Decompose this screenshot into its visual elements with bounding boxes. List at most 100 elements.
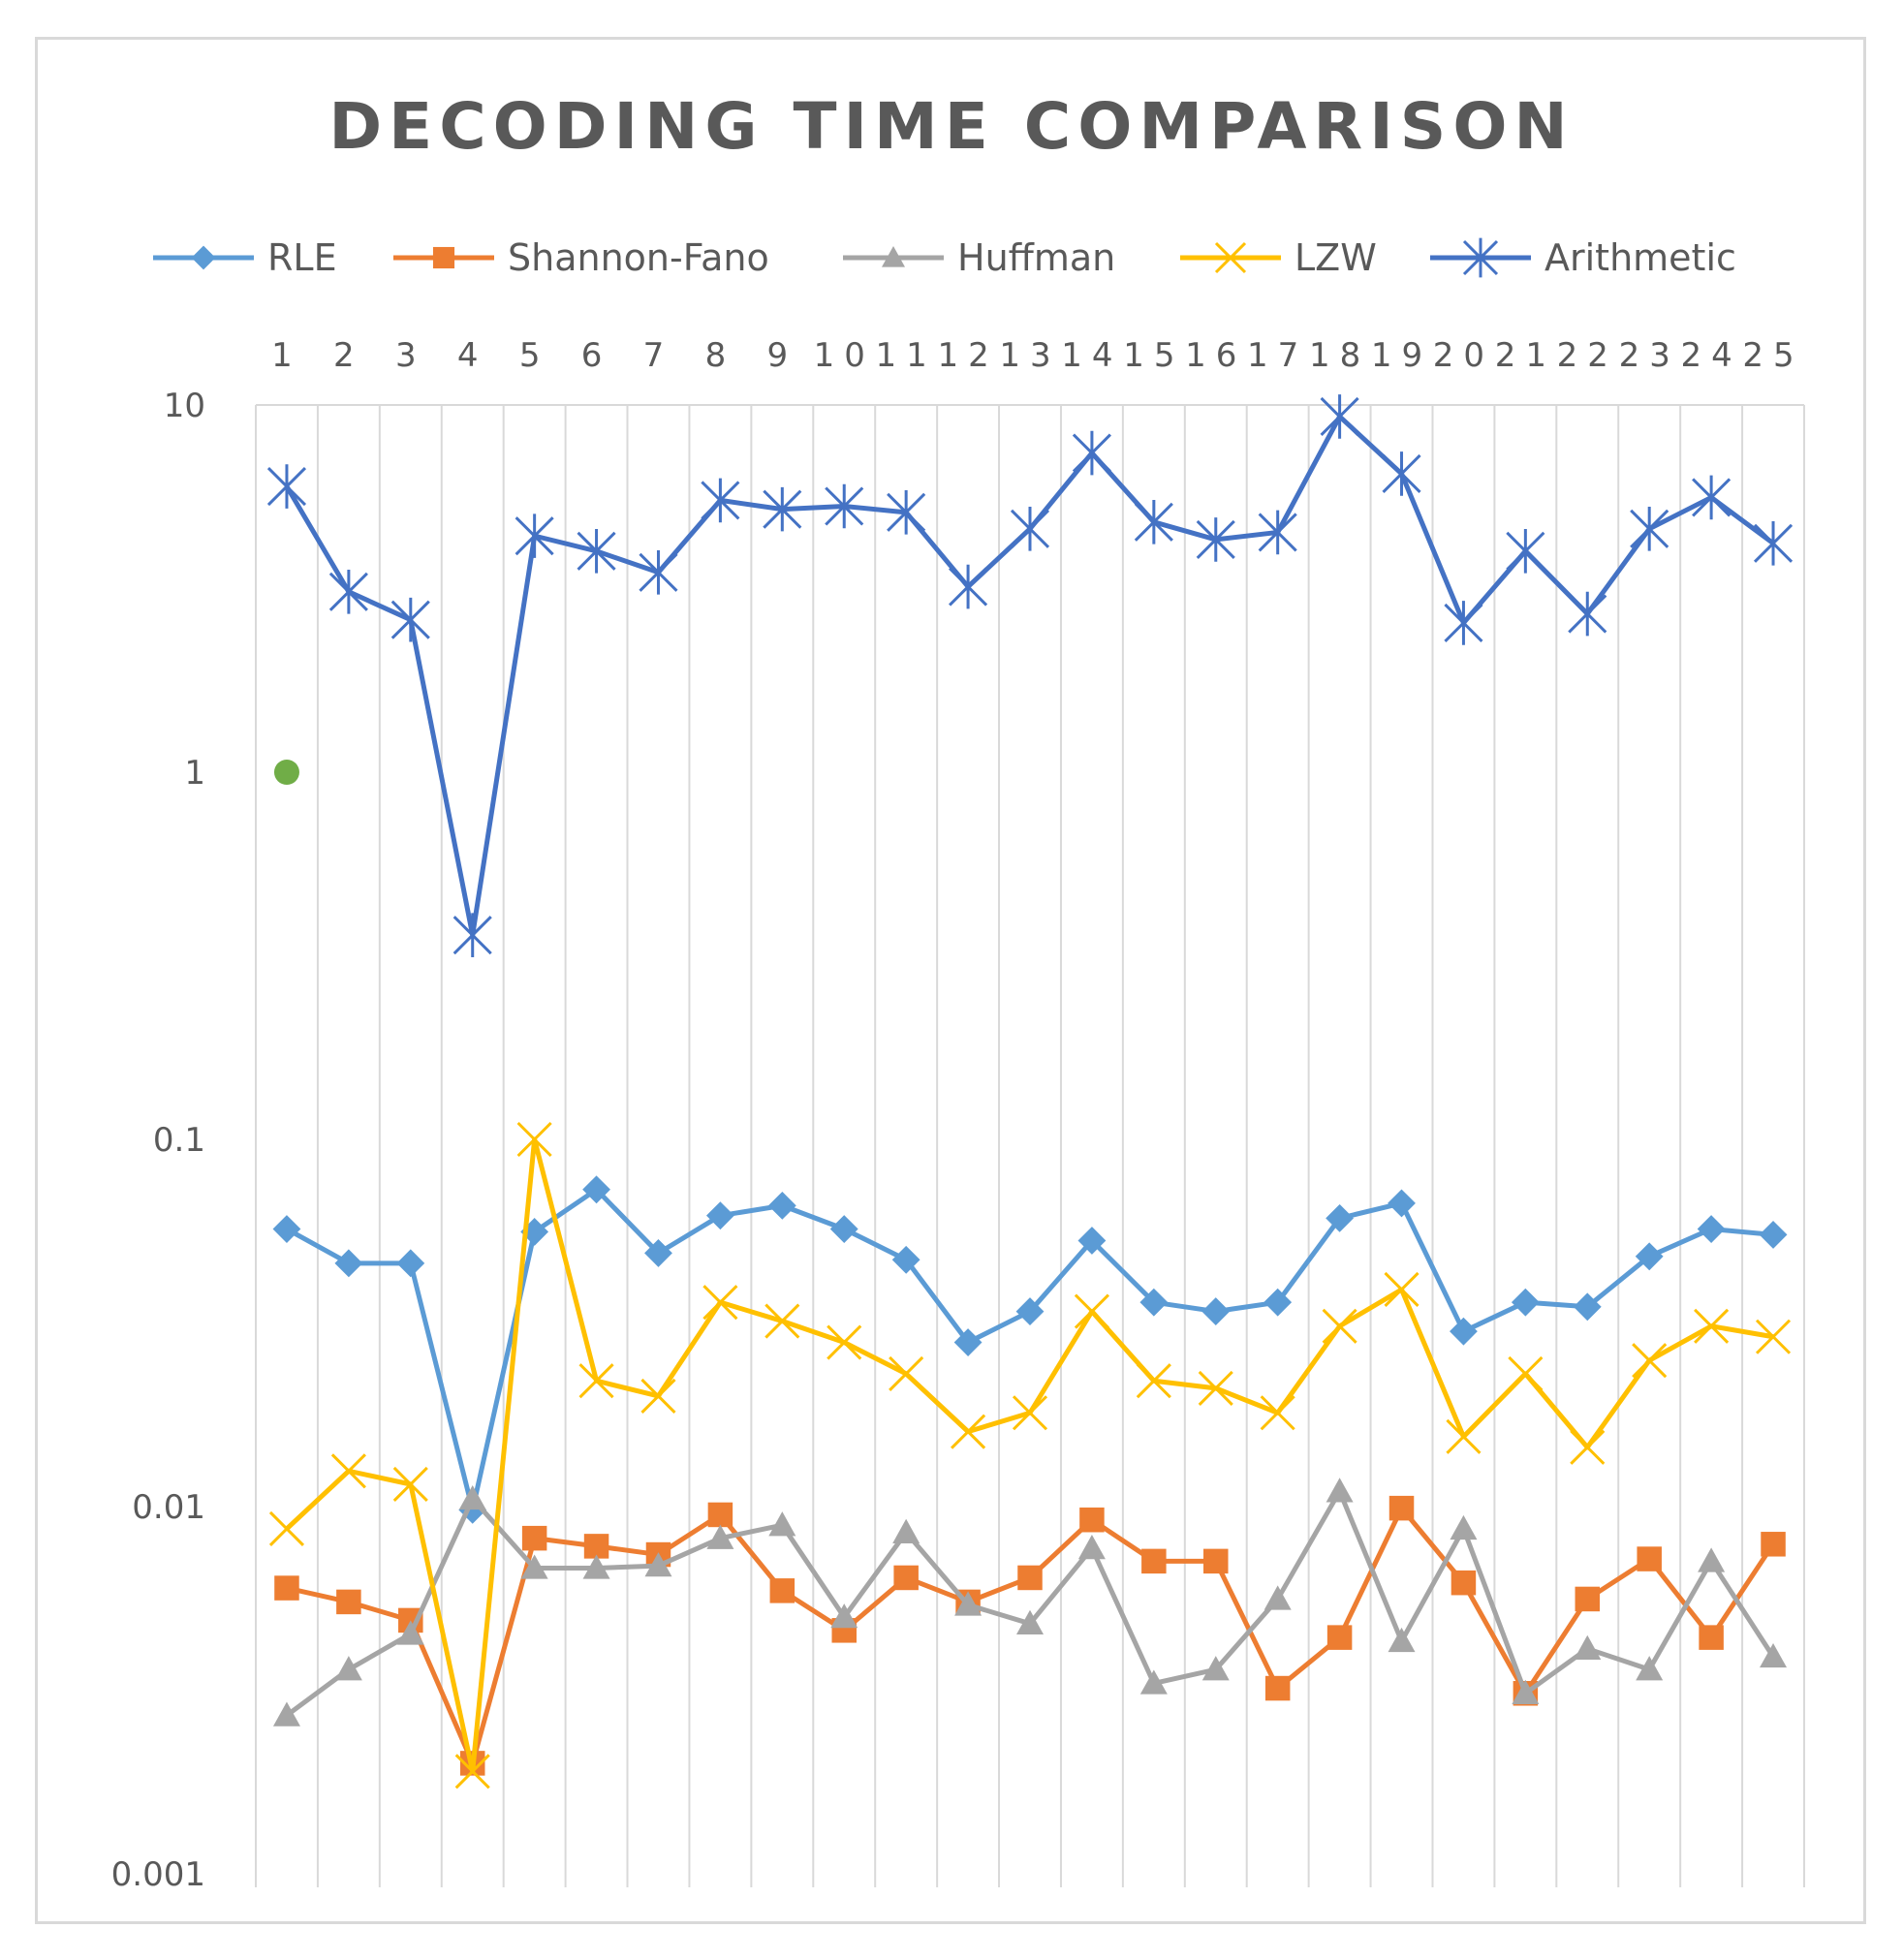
- data-point-huffman: [520, 1554, 548, 1579]
- x-tick-label: 22: [1557, 336, 1618, 375]
- legend-label-arithmetic: Arithmetic: [1544, 236, 1736, 279]
- data-point-arithmetic: [577, 529, 616, 574]
- data-point-shannon-fano: [336, 1589, 361, 1615]
- series-line-rle: [285, 1187, 1774, 1512]
- data-point-huffman: [1263, 1585, 1292, 1610]
- legend-marker-rle: [191, 245, 216, 270]
- data-point-lzw: [1198, 1370, 1233, 1406]
- data-point-lzw: [1570, 1429, 1606, 1465]
- data-point-arithmetic: [1196, 517, 1235, 562]
- data-point-rle: [1388, 1189, 1416, 1218]
- x-tick-label: 24: [1680, 336, 1741, 375]
- data-point-lzw: [827, 1324, 862, 1360]
- legend-swatch-rle: [153, 245, 254, 270]
- data-point-arithmetic: [1258, 510, 1297, 555]
- x-tick-label: 21: [1495, 336, 1556, 375]
- data-point-huffman: [396, 1620, 424, 1645]
- legend-swatch-lzw: [1180, 241, 1281, 274]
- series-line-arithmetic: [284, 414, 1775, 938]
- legend-item-rle[interactable]: RLE: [145, 229, 337, 287]
- data-point-arithmetic: [1753, 520, 1794, 566]
- data-point-arithmetic: [1320, 394, 1359, 439]
- data-point-shannon-fano: [583, 1534, 609, 1559]
- data-point-huffman: [1574, 1634, 1602, 1660]
- data-point-lzw: [1632, 1343, 1668, 1379]
- x-tick-label: 8: [705, 336, 736, 375]
- series-arithmetic: [266, 394, 1794, 957]
- data-point-shannon-fano: [1079, 1507, 1105, 1533]
- x-tick-label: 20: [1433, 336, 1494, 375]
- data-point-rle: [1263, 1288, 1293, 1317]
- data-point-huffman: [1139, 1669, 1168, 1695]
- data-point-arithmetic: [825, 483, 864, 529]
- data-point-huffman: [1512, 1679, 1540, 1704]
- x-tick-label: 19: [1371, 336, 1432, 375]
- x-tick-label: 12: [937, 336, 998, 375]
- data-point-arithmetic: [887, 490, 926, 535]
- data-point-huffman: [1450, 1514, 1478, 1540]
- data-point-huffman: [458, 1484, 486, 1510]
- data-point-rle: [644, 1239, 672, 1267]
- legend-item-arithmetic[interactable]: Arithmetic: [1422, 229, 1736, 287]
- data-point-rle: [582, 1175, 610, 1204]
- data-point-arithmetic: [390, 597, 430, 642]
- x-tick-label: 3: [395, 336, 426, 375]
- data-point-rle: [829, 1215, 858, 1243]
- data-point-arithmetic: [1630, 507, 1669, 551]
- data-point-huffman: [272, 1701, 300, 1727]
- legend-item-shannon-fano[interactable]: Shannon-Fano: [386, 229, 769, 287]
- data-point-rle: [1139, 1288, 1169, 1317]
- legend-item-huffman[interactable]: Huffman: [835, 229, 1115, 287]
- data-point-lzw: [516, 1121, 552, 1158]
- legend-marker-lzw: [1214, 241, 1247, 274]
- legend-marker-huffman: [882, 246, 905, 267]
- x-tick-label: 15: [1123, 336, 1184, 375]
- chart-title: DECODING TIME COMPARISON: [328, 89, 1575, 164]
- x-tick-label: 4: [457, 336, 488, 375]
- data-point-rle: [953, 1328, 983, 1356]
- data-point-huffman: [582, 1554, 610, 1579]
- data-point-rle: [705, 1201, 734, 1230]
- data-point-arithmetic: [1134, 500, 1173, 544]
- data-point-rle: [1573, 1292, 1602, 1322]
- data-point-rle: [1511, 1288, 1540, 1317]
- data-point-shannon-fano: [1203, 1548, 1229, 1574]
- legend-label-huffman: Huffman: [957, 236, 1116, 279]
- x-tick-label: 23: [1619, 336, 1680, 375]
- data-point-huffman: [892, 1518, 920, 1543]
- data-point-shannon-fano: [707, 1502, 733, 1528]
- data-point-shannon-fano: [893, 1565, 919, 1591]
- legend-swatch-arithmetic: [1430, 237, 1531, 278]
- x-tick-label: 1: [271, 336, 302, 375]
- x-tick-label: 6: [581, 336, 612, 375]
- data-point-huffman: [954, 1591, 983, 1616]
- data-point-arithmetic: [452, 913, 492, 957]
- data-point-shannon-fano: [1575, 1586, 1601, 1612]
- x-tick-label: 16: [1185, 336, 1246, 375]
- data-point-arithmetic: [1382, 451, 1421, 496]
- legend-swatch-shannon-fano: [393, 246, 494, 269]
- data-point-huffman: [706, 1524, 734, 1549]
- data-point-lzw: [268, 1510, 305, 1546]
- data-point-lzw: [889, 1355, 924, 1391]
- legend-item-lzw[interactable]: LZW: [1172, 229, 1377, 287]
- data-point-rle: [891, 1245, 920, 1274]
- data-point-huffman: [1636, 1656, 1664, 1681]
- data-point-huffman: [1760, 1642, 1788, 1668]
- y-tick-label: 1: [184, 754, 205, 793]
- x-tick-label: 18: [1309, 336, 1370, 375]
- data-point-huffman: [830, 1603, 858, 1629]
- legend-marker-arithmetic: [1462, 237, 1499, 278]
- extra-data-point: [273, 760, 299, 785]
- x-tick-label: 2: [333, 336, 364, 375]
- data-point-shannon-fano: [1388, 1495, 1415, 1521]
- data-point-arithmetic: [949, 564, 988, 609]
- series-shannon-fano: [274, 1495, 1786, 1776]
- data-point-arithmetic: [1692, 475, 1731, 520]
- data-point-lzw: [578, 1363, 614, 1399]
- legend-label-lzw: LZW: [1295, 236, 1377, 279]
- legend: RLE Shannon-Fano Huffman LZW Arithmetic: [145, 229, 1793, 287]
- data-point-lzw: [640, 1378, 676, 1414]
- data-point-rle: [334, 1249, 363, 1278]
